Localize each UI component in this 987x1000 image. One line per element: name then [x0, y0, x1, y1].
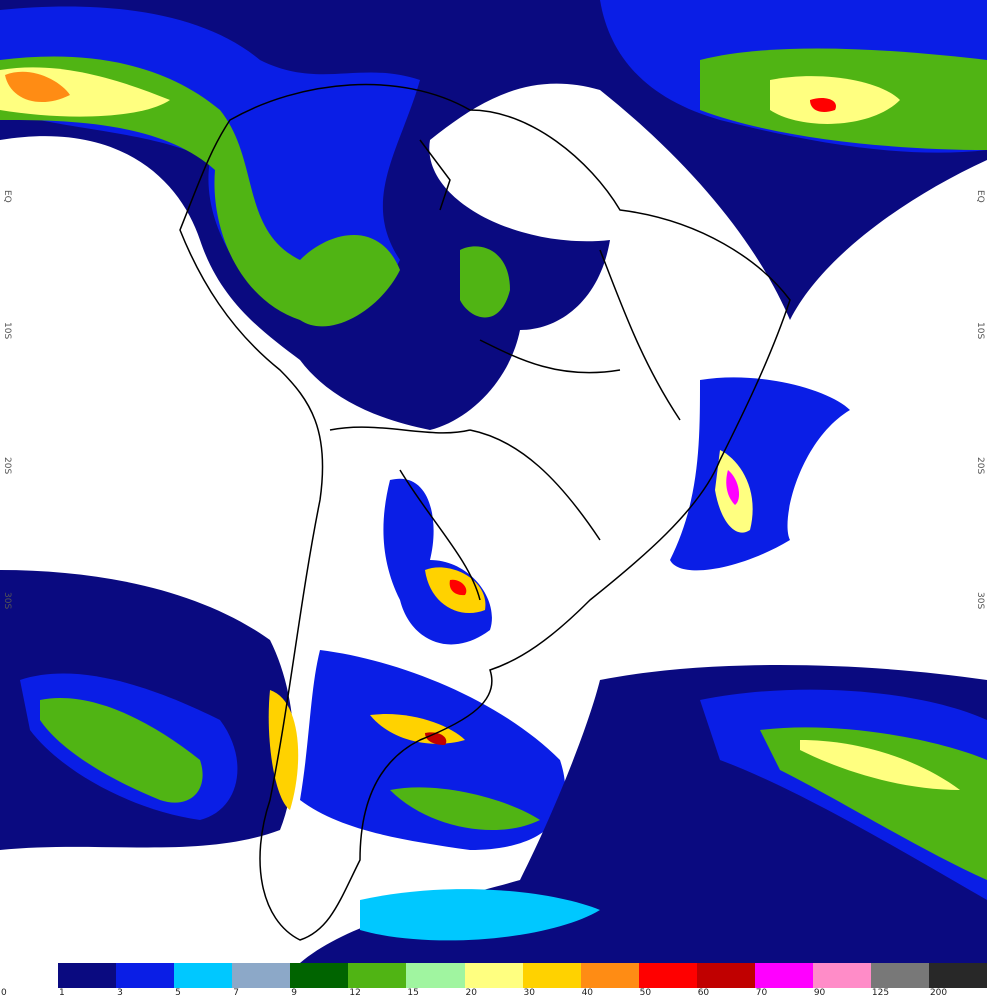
legend-swatch — [58, 963, 117, 988]
legend-swatch — [754, 963, 813, 988]
legend-swatch — [290, 963, 349, 988]
precipitation-field — [0, 0, 987, 963]
legend-tick-label: 200 — [929, 988, 948, 998]
legend-swatch — [174, 963, 233, 988]
legend-swatch — [870, 963, 929, 988]
legend-swatch — [929, 963, 987, 988]
legend-tick-label: 90 — [813, 988, 826, 998]
legend-tick-label: 12 — [349, 988, 361, 998]
lat-label-right: 20S — [975, 457, 985, 475]
map-canvas — [0, 0, 987, 963]
legend-ticks: 0 1 3 5 7 9 12 15 20 30 40 50 60 70 90 125 200 — [0, 988, 987, 1000]
legend-tick-label: 0 — [1, 988, 7, 998]
lat-label-left: 20S — [2, 457, 12, 475]
lat-label-right: EQ — [975, 190, 985, 203]
legend-swatch — [348, 963, 407, 988]
legend-tick-label: 50 — [639, 988, 652, 998]
legend-tick-label: 125 — [871, 988, 890, 998]
legend-swatch — [696, 963, 755, 988]
legend-tick-label: 20 — [465, 988, 477, 998]
legend-swatch — [638, 963, 697, 988]
legend-swatch — [522, 963, 581, 988]
lat-label-left: 30S — [2, 592, 12, 610]
legend-swatch — [812, 963, 871, 988]
legend-tick-label: 60 — [697, 988, 710, 998]
color-legend — [0, 963, 987, 988]
legend-tick-label: 5 — [175, 988, 181, 998]
legend-tick-label: 9 — [291, 988, 298, 998]
legend-swatch — [116, 963, 175, 988]
legend-tick-label: 1 — [59, 988, 65, 998]
legend-tick-label: 30 — [523, 988, 535, 998]
legend-tick-label: 70 — [755, 988, 768, 998]
legend-swatch — [0, 963, 59, 988]
legend-swatch — [464, 963, 523, 988]
legend-tick-label: 7 — [233, 988, 239, 998]
legend-tick-label: 3 — [117, 988, 123, 998]
lat-label-left: 10S — [2, 322, 12, 340]
lat-label-right: 10S — [975, 322, 985, 340]
legend-swatch — [232, 963, 291, 988]
legend-swatch — [406, 963, 465, 988]
lat-label-left: EQ — [2, 190, 12, 203]
coastlines-borders — [179, 83, 791, 941]
legend-tick-label: 40 — [581, 988, 594, 998]
legend-tick-label: 15 — [407, 988, 419, 998]
legend-swatch — [580, 963, 639, 988]
lat-label-right: 30S — [975, 592, 985, 610]
